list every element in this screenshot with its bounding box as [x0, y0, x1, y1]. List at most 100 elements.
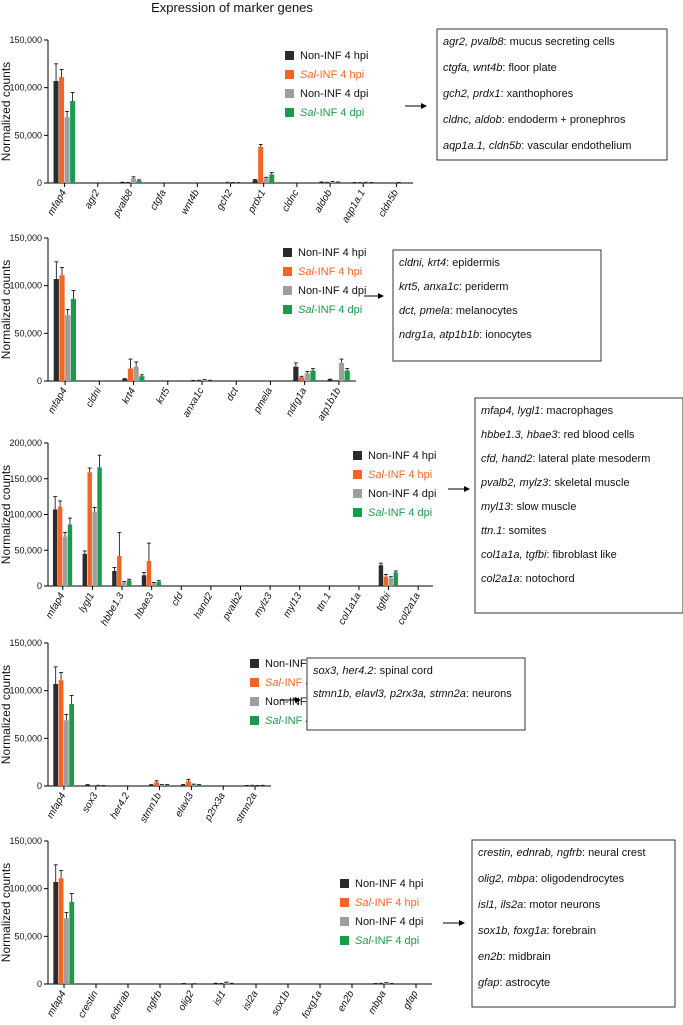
- text-span: : spinal cord: [374, 665, 433, 677]
- y-tick-label: 50,000: [14, 545, 42, 555]
- bar: [87, 472, 92, 586]
- italic-text-span: isl1, ils2a: [478, 899, 523, 911]
- bar: [58, 878, 64, 984]
- bar: [122, 582, 127, 586]
- x-tick-label: mfap4: [46, 386, 70, 416]
- italic-text-span: cfd, hand2: [481, 453, 532, 465]
- x-tick-label: ndrg1a: [284, 386, 309, 419]
- x-tick-label: pvalb8: [111, 188, 136, 220]
- legend-label: Non-INF 4 dpi: [300, 88, 368, 100]
- x-tick-label: mfap4: [45, 989, 69, 1019]
- annotation-line: ndrg1a, atp1b1b: ionocytes: [399, 329, 532, 341]
- italic-text-span: Sal: [265, 715, 281, 727]
- y-tick-label: 0: [37, 376, 42, 386]
- bar: [338, 362, 345, 381]
- italic-text-span: en2b: [478, 951, 502, 963]
- arrow-head: [459, 920, 465, 926]
- y-tick-label: 50,000: [14, 328, 42, 338]
- legend-swatch: [250, 716, 259, 725]
- legend-swatch: [283, 267, 292, 276]
- bar: [53, 881, 59, 984]
- bar: [52, 509, 58, 586]
- bar: [133, 366, 139, 381]
- bar: [65, 315, 71, 381]
- bar: [378, 565, 384, 586]
- text-span: -INF 4 hpi: [314, 266, 362, 278]
- italic-text-span: sox3, her4.2: [313, 665, 374, 677]
- bar: [393, 572, 398, 586]
- italic-text-span: Sal: [300, 69, 316, 81]
- x-tick-label: mfap4: [45, 791, 69, 821]
- legend-label: Non-INF 4 dpi: [368, 488, 436, 500]
- x-tick-label: gfap: [401, 989, 420, 1012]
- text-span: Non-INF 4 dpi: [355, 916, 423, 928]
- y-axis-label: Normalized counts: [0, 665, 13, 764]
- text-span: -INF 4 hpi: [371, 897, 419, 909]
- text-span: Non-INF 4 hpi: [298, 247, 366, 259]
- legend-label: Non-INF 4 dpi: [355, 916, 423, 928]
- text-span: : lateral plate mesoderm: [532, 453, 650, 465]
- y-tick-label: 200,000: [9, 438, 42, 448]
- bar: [151, 583, 157, 586]
- bar: [97, 467, 102, 586]
- x-tick-label: pvalb2: [220, 591, 245, 623]
- legend-label: Non-INF 4 hpi: [300, 50, 368, 62]
- bar: [327, 379, 333, 381]
- legend-swatch: [353, 451, 362, 460]
- legend-swatch: [285, 51, 294, 60]
- y-tick-label: 0: [37, 979, 42, 989]
- italic-text-span: Sal: [355, 897, 371, 909]
- italic-text-span: Sal: [298, 304, 314, 316]
- italic-text-span: Sal: [300, 107, 316, 119]
- bar: [293, 366, 299, 381]
- x-tick-label: mylz3: [252, 591, 275, 619]
- bar: [388, 578, 394, 586]
- y-tick-label: 100,000: [9, 884, 42, 894]
- bar: [310, 370, 316, 381]
- bar: [59, 275, 65, 381]
- italic-text-span: pvalb2, mylz3: [480, 477, 549, 489]
- x-tick-label: cldni: [84, 385, 104, 409]
- legend-swatch: [285, 70, 294, 79]
- bar: [318, 182, 325, 183]
- legend-swatch: [353, 489, 362, 498]
- annotation-line: sox1b, foxg1a: forebrain: [478, 925, 596, 937]
- x-tick-label: isl1: [212, 989, 229, 1008]
- bar: [146, 560, 152, 586]
- x-tick-label: elavl3: [173, 791, 196, 820]
- italic-text-span: Sal: [368, 507, 384, 519]
- y-tick-label: 150,000: [9, 474, 42, 484]
- text-span: : fibroblast like: [546, 549, 616, 561]
- x-tick-label: cldnc: [280, 188, 301, 214]
- cell-type-annotation-box: [392, 249, 602, 362]
- bar: [384, 983, 389, 984]
- italic-text-span: sox1b, foxg1a: [478, 925, 547, 937]
- annotation-line: col1a1a, tgfbi: fibroblast like: [481, 549, 617, 561]
- y-tick-label: 100,000: [9, 510, 42, 520]
- x-tick-label: hbbe1.3: [99, 591, 127, 628]
- x-tick-label: col2a1a: [396, 591, 423, 627]
- text-span: : forebrain: [547, 925, 597, 937]
- bar: [127, 368, 134, 381]
- legend-swatch: [340, 936, 349, 945]
- x-tick-label: cldn5b: [377, 188, 401, 219]
- legend-swatch: [283, 286, 292, 295]
- x-tick-label: ednrab: [108, 989, 133, 1022]
- legend-swatch: [285, 89, 294, 98]
- x-tick-label: anxa1c: [181, 386, 207, 419]
- text-span: Non-INF 4 hpi: [368, 450, 436, 462]
- text-span: : macrophages: [540, 405, 613, 417]
- annotation-line: sox3, her4.2: spinal cord: [313, 665, 433, 677]
- text-span: : skeletal muscle: [548, 477, 629, 489]
- y-tick-label: 50,000: [14, 733, 42, 743]
- text-span: Non-INF 4 dpi: [300, 88, 368, 100]
- bar: [224, 982, 229, 984]
- text-span: : vascular endothelium: [521, 140, 631, 152]
- annotation-line: col2a1a: notochord: [481, 573, 575, 585]
- bar: [156, 581, 162, 586]
- bar: [269, 174, 275, 183]
- italic-text-span: stmn1b, elavl3, p2rx3a, stmn2a: [313, 688, 466, 700]
- x-tick-label: cfd: [170, 591, 186, 608]
- text-span: : xanthophores: [500, 88, 573, 100]
- text-span: -INF 4 hpi: [316, 69, 364, 81]
